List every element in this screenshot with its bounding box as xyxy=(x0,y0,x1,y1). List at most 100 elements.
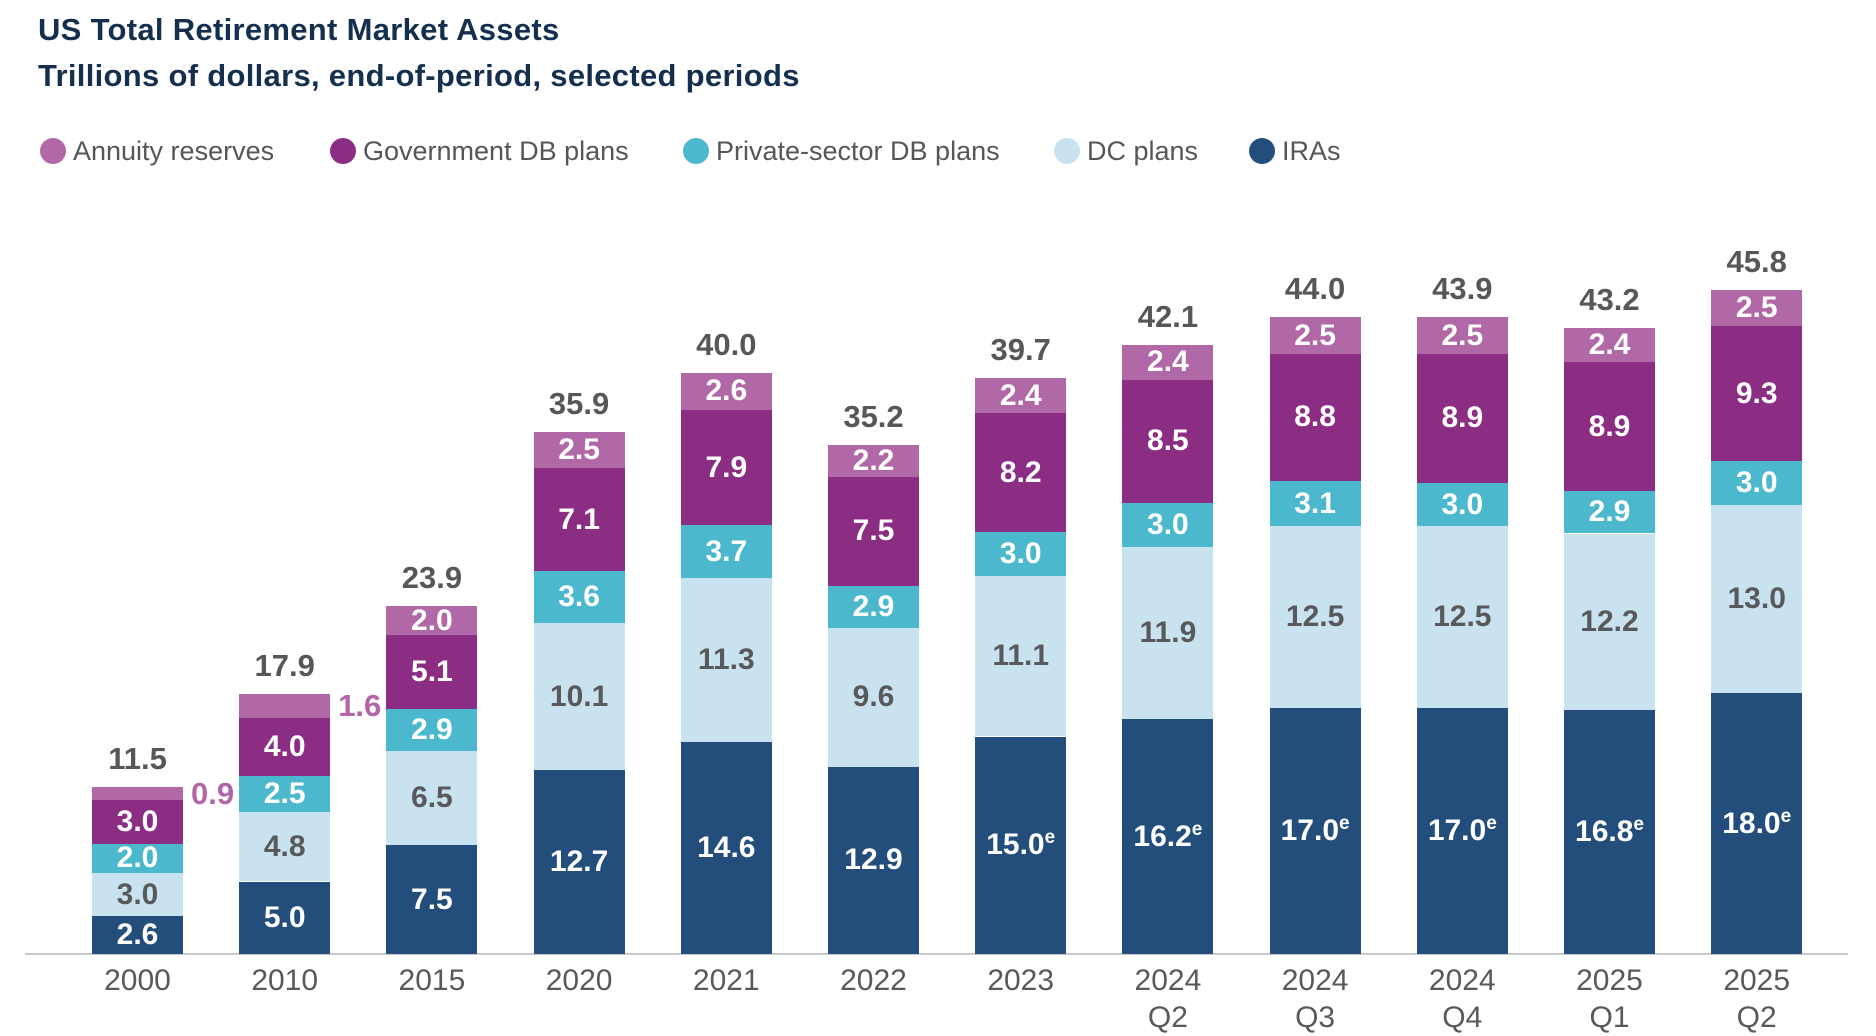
segment-value-label: 2.0 xyxy=(411,603,453,637)
bar-segment-iras-2025-q1: 16.8e xyxy=(1564,710,1655,954)
bar-segment-dc-plans-2021: 11.3 xyxy=(680,578,772,743)
annuity-value-callout-2000: 0.9 xyxy=(191,775,235,811)
segment-value-label: 16.8e xyxy=(1575,814,1644,849)
bar-segment-government-db-plans-2010: 4.0 xyxy=(239,717,331,776)
segment-value-label: 18.0e xyxy=(1722,805,1792,840)
x-axis-label-line: 2025 xyxy=(1723,964,1791,997)
bar-segment-iras-2010: 5.0 xyxy=(239,881,331,954)
x-axis-line xyxy=(25,953,1848,955)
legend-swatch-dc-plans-icon xyxy=(1054,138,1080,164)
legend-swatch-government-db-plans-icon xyxy=(330,138,356,164)
bar-segment-private-sector-db-plans-2015: 2.9 xyxy=(386,708,478,751)
segment-value-label: 5.0 xyxy=(263,900,306,934)
segment-value-label: 2.6 xyxy=(116,918,159,952)
segment-value-label: 8.2 xyxy=(999,455,1042,489)
x-axis-label-line: 2010 xyxy=(251,964,319,997)
bar-segment-dc-plans-2023: 11.1 xyxy=(975,575,1067,737)
bar-segment-private-sector-db-plans-2000: 2.0 xyxy=(92,841,183,875)
bar-segment-private-sector-db-plans-2024-q4: 3.0 xyxy=(1416,482,1508,527)
x-axis-label-2020: 2020 xyxy=(505,962,653,999)
segment-value-label: 13.0 xyxy=(1727,581,1786,615)
bar-total-label-2024-q2: 42.1 xyxy=(1137,299,1199,334)
bar-segment-iras-2000: 2.6 xyxy=(92,916,183,954)
bar-segment-private-sector-db-plans-2025-q2: 3.0 xyxy=(1711,461,1803,505)
bar-segment-annuity-reserves-2025-q1: 2.4 xyxy=(1564,327,1655,363)
x-axis-label-2024-q2: 2024 Q2 xyxy=(1094,962,1242,1036)
segment-value-label: 2.9 xyxy=(411,712,453,746)
legend-label: Government DB plans xyxy=(363,135,629,166)
bar-segment-dc-plans-2025-q2: 13.0 xyxy=(1711,504,1803,693)
bar-total-label-2000: 11.5 xyxy=(108,741,167,777)
segment-value-label: 8.9 xyxy=(1441,401,1484,435)
segment-value-label: 10.1 xyxy=(549,679,609,713)
segment-value-label: 11.1 xyxy=(992,639,1050,673)
segment-value-label: 12.5 xyxy=(1285,599,1345,633)
bar-segment-iras-2025-q2: 18.0e xyxy=(1711,693,1803,954)
segment-value-label: 2.5 xyxy=(1294,318,1336,352)
segment-value-label: 11.3 xyxy=(697,643,755,677)
bar-segment-annuity-reserves-2024-q4: 2.5 xyxy=(1416,317,1508,354)
legend-label: Annuity reserves xyxy=(73,135,275,166)
segment-value-label: 12.7 xyxy=(549,844,609,878)
legend-item-dc-plans: DC plans xyxy=(1054,134,1198,168)
estimated-superscript: e xyxy=(1780,805,1792,827)
estimated-superscript: e xyxy=(1486,812,1497,834)
bar-segment-private-sector-db-plans-2023: 3.0 xyxy=(975,532,1067,576)
estimated-superscript: e xyxy=(1633,814,1644,836)
legend-item-private-sector-db-plans: Private-sector DB plans xyxy=(683,134,1000,168)
segment-value-label: 12.9 xyxy=(844,843,903,877)
segment-value-label: 4.8 xyxy=(263,829,306,863)
segment-value-label: 2.5 xyxy=(263,776,306,810)
bar-segment-government-db-plans-2022: 7.5 xyxy=(828,476,919,586)
bar-segment-government-db-plans-2000: 3.0 xyxy=(92,800,183,844)
bar-segment-private-sector-db-plans-2022: 2.9 xyxy=(828,585,919,628)
segment-value-label: 17.0e xyxy=(1427,812,1497,847)
bar-segment-iras-2015: 7.5 xyxy=(386,845,478,954)
x-axis-label-2015: 2015 xyxy=(358,962,506,999)
legend-swatch-private-sector-db-plans-icon xyxy=(683,138,709,164)
bar-segment-dc-plans-2024-q2: 11.9 xyxy=(1122,546,1214,720)
segment-value-label: 3.6 xyxy=(558,580,600,614)
segment-value-label: 2.2 xyxy=(852,443,895,477)
bar-segment-annuity-reserves-2024-q2: 2.4 xyxy=(1122,345,1214,380)
x-axis-label-line: 2022 xyxy=(840,964,907,997)
segment-value-label: 3.7 xyxy=(705,534,748,568)
legend-swatch-iras-icon xyxy=(1249,138,1275,164)
legend-swatch-annuity-reserves-icon xyxy=(40,138,66,164)
bar-segment-government-db-plans-2020: 7.1 xyxy=(533,468,625,572)
bar-segment-private-sector-db-plans-2010: 2.5 xyxy=(239,775,331,812)
bar-total-label-2020: 35.9 xyxy=(548,386,610,421)
bar-segment-annuity-reserves-2000 xyxy=(92,787,183,801)
segment-value-label: 8.5 xyxy=(1147,424,1189,458)
chart-title: US Total Retirement Market Assets xyxy=(38,12,560,47)
x-axis-label-2000: 2000 xyxy=(64,962,212,999)
segment-value-label: 2.9 xyxy=(1588,495,1631,529)
bar-segment-private-sector-db-plans-2024-q2: 3.0 xyxy=(1122,503,1214,547)
bar-segment-dc-plans-2000: 3.0 xyxy=(92,872,183,917)
segment-value-label: 7.9 xyxy=(705,450,748,484)
bar-segment-private-sector-db-plans-2024-q3: 3.1 xyxy=(1269,481,1361,527)
bar-total-label-2010: 17.9 xyxy=(254,648,315,684)
bar-segment-government-db-plans-2025-q2: 9.3 xyxy=(1711,326,1803,461)
legend-item-government-db-plans: Government DB plans xyxy=(330,134,629,168)
segment-value-label: 2.0 xyxy=(116,841,159,875)
segment-value-label: 3.0 xyxy=(116,877,159,911)
segment-value-label: 5.1 xyxy=(411,654,453,688)
x-axis-label-line: 2024 xyxy=(1428,964,1496,997)
segment-value-label: 2.4 xyxy=(999,378,1042,412)
segment-value-label: 2.4 xyxy=(1147,345,1189,379)
bar-segment-annuity-reserves-2020: 2.5 xyxy=(533,432,625,469)
segment-value-label: 12.5 xyxy=(1433,599,1492,633)
segment-value-label: 3.0 xyxy=(116,805,159,839)
segment-value-label: 15.0e xyxy=(986,827,1056,862)
x-axis-label-2022: 2022 xyxy=(800,962,948,999)
bar-segment-annuity-reserves-2023: 2.4 xyxy=(975,378,1067,414)
x-axis-label-2023: 2023 xyxy=(947,962,1095,999)
segment-value-label: 8.9 xyxy=(1588,409,1631,443)
segment-value-label: 3.0 xyxy=(1441,487,1484,521)
segment-value-label: 9.3 xyxy=(1735,376,1778,410)
bar-segment-government-db-plans-2024-q3: 8.8 xyxy=(1269,353,1361,482)
bar-segment-iras-2021: 14.6 xyxy=(680,742,772,954)
